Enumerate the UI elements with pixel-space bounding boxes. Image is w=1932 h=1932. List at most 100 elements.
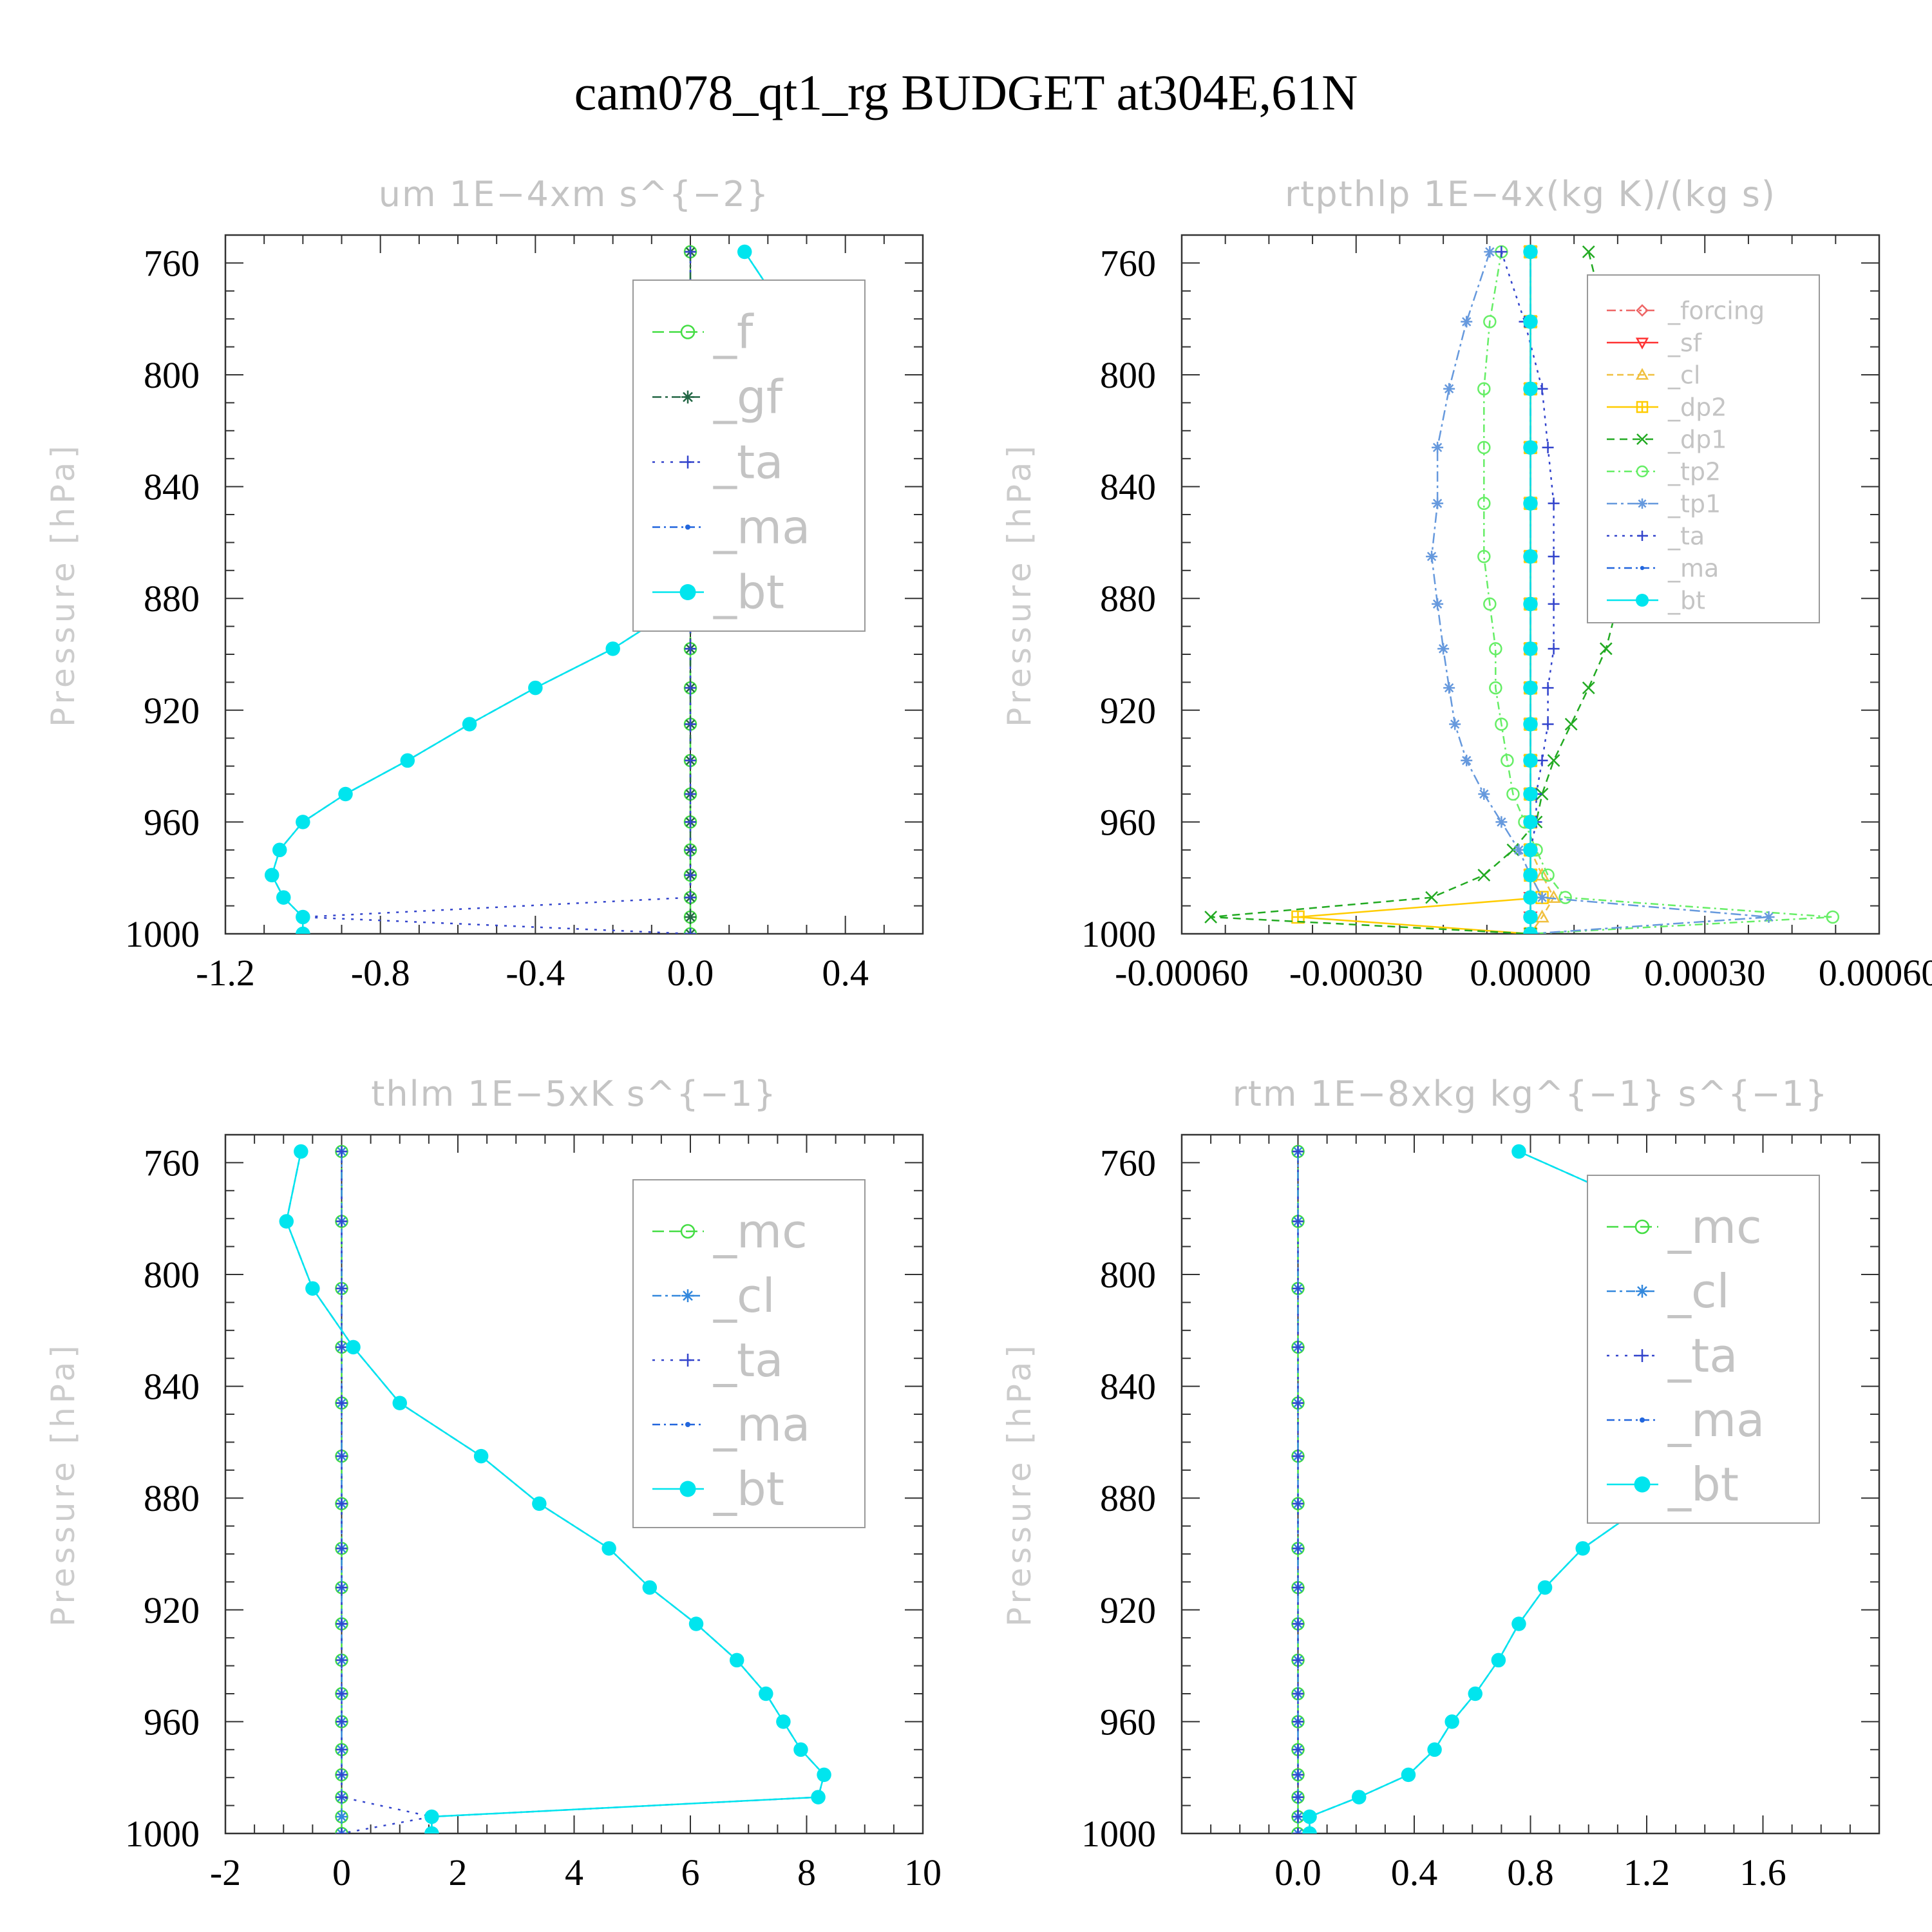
- data-point: [528, 680, 543, 696]
- data-point: [1523, 440, 1538, 455]
- data-point: [336, 1215, 348, 1227]
- data-point: [1449, 718, 1461, 730]
- x-tick-label: -1.2: [196, 952, 255, 994]
- data-point: [1477, 549, 1491, 564]
- data-point: [1477, 382, 1491, 395]
- data-point: [1477, 868, 1491, 882]
- legend-marker: [681, 1289, 694, 1302]
- legend-label: _ta: [713, 435, 783, 489]
- data-point: [1292, 1146, 1304, 1158]
- data-point: [605, 641, 620, 656]
- y-tick-label: 800: [144, 354, 200, 396]
- data-point: [336, 1791, 348, 1803]
- data-point: [336, 1450, 348, 1463]
- data-point: [685, 718, 696, 730]
- data-point: [336, 1341, 348, 1353]
- y-tick-label: 880: [144, 578, 200, 620]
- panel-title: rtpthlp 1E−4x(kg K)/(kg s): [1285, 174, 1776, 214]
- data-point: [1461, 754, 1473, 766]
- series-ta: [1292, 1146, 1304, 1833]
- legend-label: _tp2: [1667, 457, 1721, 486]
- data-point: [1292, 1582, 1304, 1594]
- y-tick-label: 760: [144, 242, 200, 284]
- plot-area: [279, 1135, 831, 1833]
- data-point: [1548, 551, 1560, 563]
- x-tick-label: 0.0: [667, 952, 714, 994]
- x-tick-label: 6: [681, 1852, 700, 1893]
- data-point: [1523, 641, 1538, 656]
- x-tick-label: 0.4: [822, 952, 869, 994]
- data-point: [1523, 680, 1538, 696]
- data-point: [1292, 1215, 1304, 1227]
- y-axis-label: Pressure [hPa]: [44, 442, 82, 727]
- data-point: [685, 928, 696, 934]
- data-point: [1292, 1397, 1304, 1409]
- data-point: [1432, 497, 1444, 509]
- data-point: [1495, 816, 1508, 828]
- data-point: [424, 1826, 439, 1833]
- y-tick-label: 960: [144, 1701, 200, 1743]
- data-point: [1292, 1768, 1304, 1781]
- data-point: [1478, 788, 1490, 800]
- data-point: [1575, 1541, 1590, 1556]
- data-point: [1483, 315, 1497, 328]
- data-point: [1523, 244, 1538, 260]
- x-tick-label: -0.00030: [1289, 952, 1423, 994]
- data-point: [817, 1767, 831, 1783]
- legend-marker: [679, 1481, 696, 1497]
- legend-marker: [1634, 1219, 1650, 1235]
- x-tick-label: 4: [565, 1852, 583, 1893]
- legend-label: _ma: [713, 1397, 810, 1452]
- legend-marker: [685, 524, 690, 530]
- data-point: [1546, 890, 1561, 904]
- legend-box: [632, 1179, 866, 1528]
- y-tick-label: 840: [1100, 466, 1156, 508]
- data-point: [811, 1790, 826, 1804]
- data-point: [1477, 497, 1491, 510]
- legend-label: _mc: [713, 1204, 808, 1258]
- y-tick-label: 800: [1100, 1254, 1156, 1296]
- legend-marker: [1637, 531, 1647, 541]
- data-point: [1763, 911, 1775, 923]
- legend-label: _ta: [713, 1333, 783, 1387]
- data-point: [336, 1542, 348, 1555]
- data-point: [1501, 753, 1514, 768]
- panels: um 1E−4xm s^{−2}Pressure [hPa]7608008408…: [44, 174, 1932, 1893]
- data-point: [685, 788, 696, 800]
- data-point: [685, 682, 696, 694]
- legend-label: _bt: [713, 565, 784, 620]
- y-tick-label: 1000: [1081, 913, 1156, 955]
- data-point: [336, 1497, 348, 1510]
- data-point: [1477, 440, 1491, 455]
- data-point: [1484, 246, 1496, 258]
- data-point: [1489, 681, 1502, 695]
- x-tick-label: 0.00030: [1644, 952, 1766, 994]
- data-point: [1432, 441, 1444, 453]
- series-ta: [1495, 246, 1560, 934]
- data-point: [1523, 842, 1538, 858]
- data-point: [1432, 598, 1444, 610]
- data-point: [1523, 314, 1538, 329]
- data-point: [1536, 754, 1548, 766]
- data-point: [1302, 1826, 1317, 1833]
- y-tick-label: 1000: [1081, 1813, 1156, 1855]
- legend-label: _ma: [1667, 554, 1719, 582]
- data-point: [642, 1580, 658, 1595]
- y-tick-label: 760: [144, 1142, 200, 1184]
- data-point: [737, 244, 752, 260]
- x-tick-label: -0.8: [351, 952, 410, 994]
- data-point: [1826, 910, 1840, 924]
- y-tick-label: 1000: [125, 1813, 200, 1855]
- data-point: [336, 1768, 348, 1781]
- data-point: [1523, 717, 1538, 732]
- y-axis-label: Pressure [hPa]: [1001, 442, 1038, 727]
- legend-marker: [1636, 433, 1648, 445]
- series-line: [1298, 252, 1544, 934]
- data-point: [1352, 1790, 1367, 1804]
- data-point: [338, 786, 353, 802]
- data-point: [1292, 1828, 1304, 1833]
- legend-marker: [1636, 401, 1649, 413]
- x-tick-label: 0.00000: [1470, 952, 1591, 994]
- data-point: [1427, 1742, 1442, 1757]
- data-point: [1548, 643, 1560, 655]
